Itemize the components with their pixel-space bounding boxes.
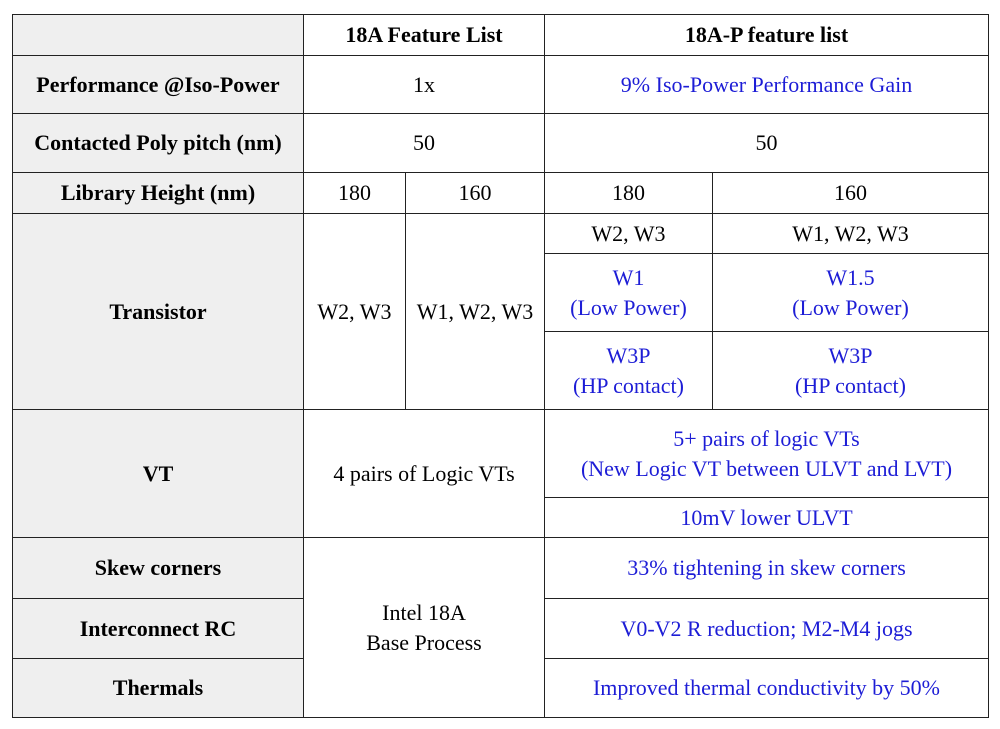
performance-18a: 1x: [303, 55, 545, 114]
row-thermals: Thermals Improved thermal conductivity b…: [12, 658, 989, 718]
transistor-line: (Low Power): [570, 294, 687, 320]
row-interconnect-rc: Interconnect RC V0-V2 R reduction; M2-M4…: [12, 598, 989, 659]
row-label-poly-pitch: Contacted Poly pitch (nm): [12, 113, 304, 173]
row-label-vt: VT: [12, 409, 304, 538]
row-label-skew: Skew corners: [12, 537, 304, 599]
corner-cell: [12, 14, 304, 56]
transistor-18a-160: W1, W2, W3: [405, 213, 545, 410]
vt-line: (New Logic VT between ULVT and LVT): [580, 455, 953, 481]
skew-18a-p: 33% tightening in skew corners: [544, 537, 989, 599]
header-18a: 18A Feature List: [303, 14, 545, 56]
base-process-line: Base Process: [366, 629, 482, 655]
transistor-line: (Low Power): [792, 294, 909, 320]
library-height-18a-160: 160: [405, 172, 545, 214]
thermals-18a-p: Improved thermal conductivity by 50%: [544, 658, 989, 718]
row-label-interconnect-rc: Interconnect RC: [12, 598, 304, 659]
transistor-18a-p-180-standard: W2, W3: [544, 213, 713, 254]
transistor-18a-p-160-low-power: W1.5 (Low Power): [712, 253, 989, 332]
transistor-18a-p-160-standard: W1, W2, W3: [712, 213, 989, 254]
row-poly-pitch: Contacted Poly pitch (nm) 50 50: [12, 113, 989, 173]
transistor-line: (HP contact): [573, 372, 684, 398]
row-label-thermals: Thermals: [12, 658, 304, 718]
row-skew: Skew corners Intel 18A Base Process 33% t…: [12, 537, 989, 718]
vt-line: 5+ pairs of logic VTs: [673, 425, 860, 451]
vt-18a-p-ulvt: 10mV lower ULVT: [544, 497, 989, 538]
transistor-18a-180: W2, W3: [303, 213, 406, 410]
header-row: 18A Feature List 18A-P feature list: [12, 14, 989, 56]
transistor-line: (HP contact): [795, 372, 906, 398]
vt-18a-p-pairs: 5+ pairs of logic VTs (New Logic VT betwe…: [544, 409, 989, 498]
row-library-height: Library Height (nm) 180 160 180 160: [12, 172, 989, 214]
poly-pitch-18a-p: 50: [544, 113, 989, 173]
interconnect-rc-18a-p: V0-V2 R reduction; M2-M4 jogs: [544, 598, 989, 659]
base-process-line: Intel 18A: [382, 599, 466, 625]
row-vt-ulvt: 10mV lower ULVT: [13, 497, 989, 538]
transistor-line: W3P: [828, 342, 873, 368]
row-transistor-hp-contact: W3P (HP contact) W3P (HP contact): [13, 331, 989, 410]
row-label-transistor: Transistor: [12, 213, 304, 410]
base-process-18a: Intel 18A Base Process: [303, 537, 545, 718]
vt-18a: 4 pairs of Logic VTs: [303, 409, 545, 538]
poly-pitch-18a: 50: [303, 113, 545, 173]
row-label-performance: Performance @Iso-Power: [12, 55, 304, 114]
feature-comparison-table: 18A Feature List 18A-P feature list Perf…: [12, 14, 989, 718]
library-height-18a-180: 180: [303, 172, 406, 214]
row-transistor-standard: Transistor W2, W3 W1, W2, W3 W2, W3 W1, …: [12, 213, 989, 410]
row-vt: VT 4 pairs of Logic VTs 5+ pairs of logi…: [12, 409, 989, 538]
row-label-library-height: Library Height (nm): [12, 172, 304, 214]
row-performance: Performance @Iso-Power 1x 9% Iso-Power P…: [12, 55, 989, 114]
performance-18a-p: 9% Iso-Power Performance Gain: [544, 55, 989, 114]
transistor-line: W3P: [606, 342, 651, 368]
transistor-18a-p-180-hp-contact: W3P (HP contact): [544, 331, 713, 410]
header-18a-p: 18A-P feature list: [544, 14, 989, 56]
transistor-18a-p-160-hp-contact: W3P (HP contact): [712, 331, 989, 410]
transistor-18a-p-180-low-power: W1 (Low Power): [544, 253, 713, 332]
library-height-18a-p-180: 180: [544, 172, 713, 214]
transistor-line: W1: [612, 264, 645, 290]
library-height-18a-p-160: 160: [712, 172, 989, 214]
transistor-line: W1.5: [826, 264, 875, 290]
